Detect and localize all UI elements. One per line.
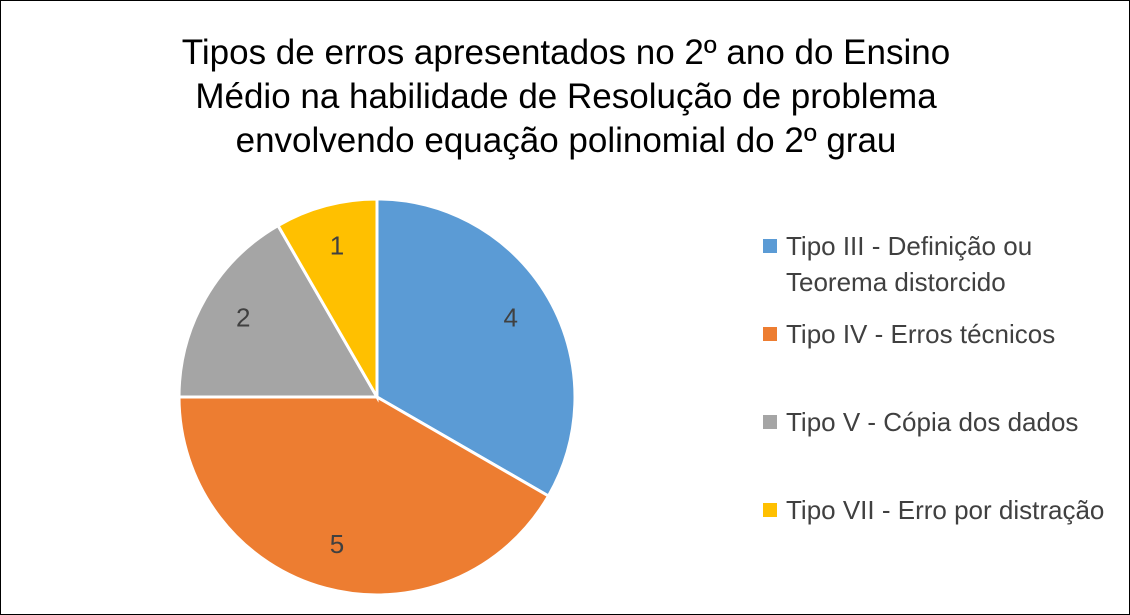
legend-label: Tipo III - Definição ou Teorema distorci… [786,231,1033,297]
legend-item: Tipo V - Cópia dos dados [763,404,1113,440]
chart-title: Tipos de erros apresentados no 2º ano do… [181,33,951,160]
data-label: 5 [330,529,344,559]
legend-label: Tipo IV - Erros técnicos [786,319,1056,349]
legend-swatch [763,415,777,429]
pie-slice [177,223,380,399]
pie-slice [177,395,551,597]
data-label: 4 [504,303,518,333]
data-label: 1 [330,231,344,261]
legend-swatch [763,327,777,341]
pie-slice [275,197,379,403]
legend-item: Tipo III - Definição ou Teorema distorci… [763,228,1113,300]
pie-slice [375,197,577,499]
legend-item: Tipo VII - Erro por distração [763,492,1113,528]
data-label: 2 [236,303,250,333]
legend-label: Tipo V - Cópia dos dados [786,407,1079,437]
legend-item: Tipo IV - Erros técnicos [763,316,1113,352]
legend-label: Tipo VII - Erro por distração [786,495,1105,525]
legend-swatch [763,503,777,517]
legend-swatch [763,239,777,253]
